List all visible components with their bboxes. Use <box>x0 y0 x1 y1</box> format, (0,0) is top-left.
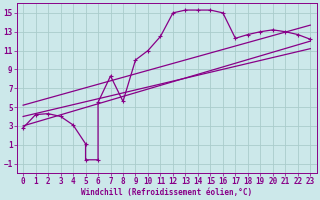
X-axis label: Windchill (Refroidissement éolien,°C): Windchill (Refroidissement éolien,°C) <box>81 188 252 197</box>
